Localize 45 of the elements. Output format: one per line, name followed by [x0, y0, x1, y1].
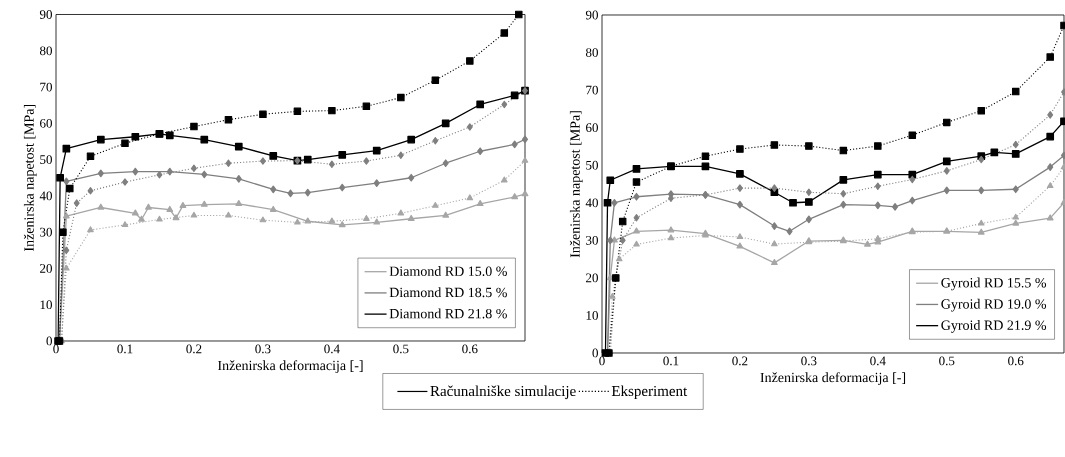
- y-tick-label: 90: [39, 10, 52, 19]
- x-tick-label: 0.1: [663, 356, 679, 366]
- y-tick-label: 10: [586, 311, 598, 320]
- x-axis-title: Inženirska deformacija [-]: [760, 372, 906, 386]
- y-tick-label: 10: [40, 300, 52, 310]
- x-tick-label: 0.3: [255, 344, 271, 354]
- y-axis-title: Inženirska napetost [MPa]: [569, 111, 583, 258]
- y-tick-label: 20: [586, 273, 598, 283]
- x-tick-label: 0.4: [324, 344, 340, 354]
- y-tick-label: 0: [46, 336, 52, 346]
- y-tick-label: 50: [586, 160, 598, 170]
- legend-label: Diamond RD 15.0 %: [389, 266, 507, 277]
- y-tick-label: 50: [40, 155, 52, 164]
- x-tick-label: 0.2: [186, 344, 202, 354]
- y-tick-label: 90: [585, 10, 598, 20]
- legend-label: Gyroid RD 15.5 %: [941, 277, 1047, 291]
- x-axis-title: Inženirska deformacija [-]: [217, 360, 363, 374]
- legend-label: Diamond RD 21.8 %: [389, 308, 507, 319]
- x-tick-label: 0.6: [462, 344, 478, 354]
- legend-label: Eksperiment: [611, 385, 688, 400]
- y-tick-label: 30: [40, 227, 52, 237]
- y-tick-label: 40: [39, 191, 52, 201]
- y-tick-label: 30: [586, 235, 598, 245]
- x-tick-label: 0.4: [870, 356, 886, 366]
- y-tick-label: 20: [40, 264, 52, 273]
- legend-label: Računalniške simulacije: [430, 385, 576, 400]
- x-tick-label: 0: [599, 356, 605, 366]
- x-tick-label: 0.3: [801, 356, 817, 366]
- legend-label: Gyroid RD 21.9 %: [941, 320, 1047, 333]
- y-tick-label: 80: [585, 48, 598, 57]
- x-tick-label: 0.2: [732, 356, 748, 366]
- x-tick-label: 0.6: [1008, 356, 1024, 366]
- x-tick-label: 0: [53, 344, 59, 354]
- y-tick-label: 70: [40, 82, 52, 92]
- x-tick-label: 0.5: [393, 344, 409, 354]
- y-tick-label: 70: [586, 85, 598, 95]
- y-tick-label: 80: [39, 46, 52, 56]
- y-tick-label: 40: [585, 198, 598, 208]
- y-axis-title: Inženirska napetost [MPa]: [23, 104, 37, 252]
- x-tick-label: 0.5: [939, 356, 955, 366]
- y-tick-label: 60: [586, 123, 598, 133]
- y-tick-label: 60: [40, 118, 52, 128]
- legend-label: Gyroid RD 19.0 %: [941, 298, 1047, 312]
- x-tick-label: 0.1: [117, 344, 133, 354]
- legend-label: Diamond RD 18.5 %: [389, 287, 507, 298]
